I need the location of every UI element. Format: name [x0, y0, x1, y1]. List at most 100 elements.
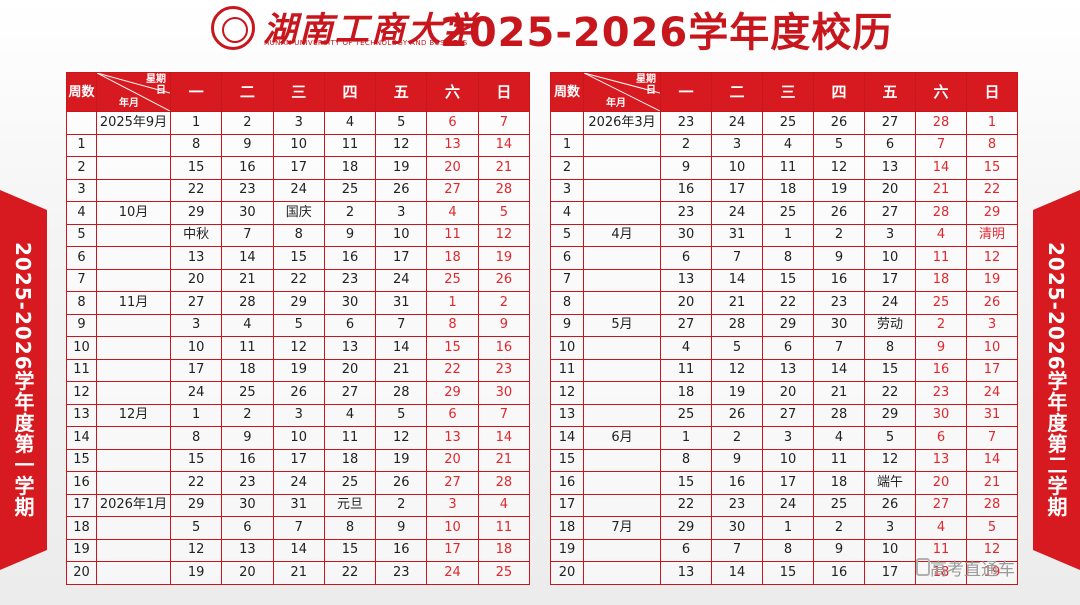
week-number-cell: 17	[66, 493, 97, 517]
weekend-day-cell: 3	[966, 313, 1018, 337]
day-cell: 25	[221, 381, 274, 405]
table-row: 7 13 14 15 16 17 18 19	[550, 268, 1018, 292]
weekend-day-cell: 11	[477, 516, 531, 540]
day-cell: 2	[813, 516, 865, 540]
day-cell: 12	[272, 336, 325, 360]
weekend-day-cell: 26	[477, 268, 531, 292]
weekend-day-cell: 4	[426, 201, 479, 225]
day-cell: 6	[323, 313, 377, 337]
day-cell: 25	[660, 403, 712, 427]
weekday-header-sun: 日	[477, 72, 531, 112]
day-cell: 13	[864, 156, 916, 180]
day-cell: 7	[711, 246, 763, 270]
month-cell: 5月	[583, 313, 661, 337]
week-number-cell: 5	[550, 223, 584, 247]
day-cell: 21	[711, 291, 763, 315]
table-row: 8 20 21 22 23 24 25 26	[550, 291, 1018, 315]
day-cell: 9	[813, 246, 865, 270]
day-cell: 8	[762, 246, 814, 270]
day-cell: 3	[375, 201, 428, 225]
table-row: 2026年3月 23 24 25 26 27 28 1	[550, 111, 1018, 135]
day-cell: 10	[272, 426, 325, 450]
weekend-day-cell: 12	[966, 538, 1018, 562]
day-cell: 27	[169, 291, 223, 315]
table-row: 5 4月 30 31 1 2 3 4 清明	[550, 223, 1018, 247]
table-row: 11 11 12 13 14 15 16 17	[550, 358, 1018, 382]
weekend-day-cell: 30	[477, 381, 531, 405]
table-row: 16 15 16 17 18 端午 20 21	[550, 471, 1018, 495]
week-number-cell: 9	[550, 313, 584, 337]
day-cell: 27	[323, 381, 377, 405]
month-cell	[583, 201, 661, 225]
day-cell: 1	[762, 223, 814, 247]
day-cell: 11	[813, 448, 865, 472]
weekday-header-tue: 二	[221, 72, 274, 112]
day-cell: 24	[711, 201, 763, 225]
semester-1-calendar: 周数 星期日 年月 一 二 三 四 五 六 日 2025年9月 1 2 3 4 5 6 7 1 8…	[66, 72, 531, 585]
weekend-day-cell: 16	[477, 336, 531, 360]
day-cell: 15	[864, 358, 916, 382]
weekend-day-cell: 17	[426, 538, 479, 562]
month-cell: 2025年9月	[96, 111, 171, 135]
week-number-cell: 13	[550, 403, 584, 427]
day-cell: 10	[762, 448, 814, 472]
day-cell: 17	[272, 448, 325, 472]
day-cell: 30	[813, 313, 865, 337]
week-number-cell: 4	[66, 201, 97, 225]
day-cell: 20	[762, 381, 814, 405]
day-cell: 2	[375, 493, 428, 517]
day-cell: 2	[221, 111, 274, 135]
week-number-cell	[66, 111, 97, 135]
week-number-cell: 19	[66, 538, 97, 562]
day-cell: 18	[813, 471, 865, 495]
day-cell: 11	[323, 133, 377, 157]
weekend-day-cell: 24	[426, 561, 479, 585]
day-cell: 18	[660, 381, 712, 405]
day-cell: 19	[711, 381, 763, 405]
day-cell: 5	[864, 426, 916, 450]
weekend-day-cell: 8	[426, 313, 479, 337]
weekday-header-sat: 六	[426, 72, 479, 112]
day-cell: 5	[272, 313, 325, 337]
week-number-cell: 20	[550, 561, 584, 585]
weekend-day-cell: 28	[477, 178, 531, 202]
corner-header: 星期日 年月	[583, 72, 661, 112]
day-cell: 3	[272, 403, 325, 427]
day-cell: 26	[813, 111, 865, 135]
weekend-day-cell: 14	[477, 426, 531, 450]
day-cell: 30	[711, 516, 763, 540]
logo-chinese-name: 湖南工商大学	[263, 10, 479, 50]
weekend-day-cell: 7	[966, 426, 1018, 450]
day-cell: 8	[864, 336, 916, 360]
day-cell: 17	[711, 178, 763, 202]
table-row: 15 8 9 10 11 12 13 14	[550, 448, 1018, 472]
week-number-cell: 16	[66, 471, 97, 495]
day-cell: 26	[272, 381, 325, 405]
weekend-day-cell: 11	[426, 223, 479, 247]
month-cell: 4月	[583, 223, 661, 247]
weekend-day-cell: 28	[966, 493, 1018, 517]
day-cell: 26	[375, 178, 428, 202]
day-cell: 9	[221, 426, 274, 450]
table-row: 17 22 23 24 25 26 27 28	[550, 493, 1018, 517]
weekend-day-cell: 10	[966, 336, 1018, 360]
week-number-cell: 10	[550, 336, 584, 360]
table-row: 12 24 25 26 27 28 29 30	[66, 381, 531, 405]
day-cell: 12	[375, 133, 428, 157]
day-cell: 14	[272, 538, 325, 562]
day-cell: 23	[711, 493, 763, 517]
day-cell: 3	[711, 133, 763, 157]
day-cell: 26	[813, 201, 865, 225]
week-number-cell: 6	[550, 246, 584, 270]
watermark-text: 高考直通车	[916, 555, 1015, 580]
weekend-day-cell: 12	[966, 246, 1018, 270]
day-cell: 2	[660, 133, 712, 157]
table-row: 16 22 23 24 25 26 27 28	[66, 471, 531, 495]
day-cell: 12	[711, 358, 763, 382]
day-cell: 10	[711, 156, 763, 180]
table-row: 2025年9月 1 2 3 4 5 6 7	[66, 111, 531, 135]
weekday-header-fri: 五	[864, 72, 916, 112]
weekend-day-cell: 5	[966, 516, 1018, 540]
weekend-day-cell: 23	[915, 381, 967, 405]
day-cell: 1	[169, 403, 223, 427]
